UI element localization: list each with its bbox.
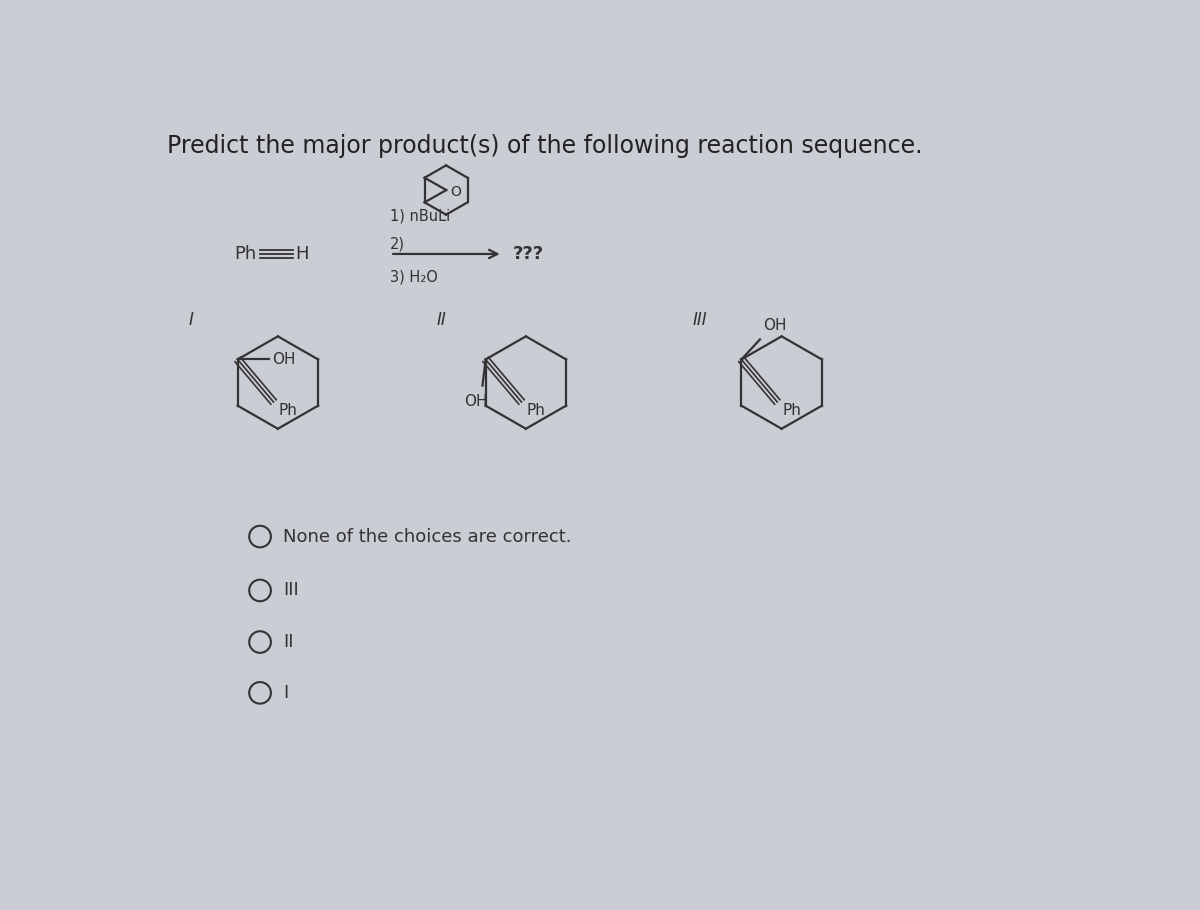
Text: 2): 2) [390, 237, 406, 251]
Text: 1) nBuLi: 1) nBuLi [390, 208, 450, 223]
Text: Ph: Ph [278, 403, 298, 419]
Text: None of the choices are correct.: None of the choices are correct. [283, 528, 571, 546]
Text: 3) H₂O: 3) H₂O [390, 269, 438, 284]
Text: III: III [283, 581, 299, 600]
Text: H: H [295, 245, 308, 263]
Text: Ph: Ph [235, 245, 257, 263]
Text: Predict the major product(s) of the following reaction sequence.: Predict the major product(s) of the foll… [167, 134, 923, 157]
Text: I: I [283, 683, 288, 702]
Text: OH: OH [271, 352, 295, 367]
Text: Ph: Ph [527, 403, 546, 419]
Text: OH: OH [763, 318, 786, 333]
Text: III: III [692, 310, 707, 329]
Text: II: II [437, 310, 446, 329]
Text: I: I [188, 310, 193, 329]
Text: II: II [283, 633, 294, 651]
Text: Ph: Ph [782, 403, 802, 419]
Text: O: O [450, 186, 461, 199]
Text: ???: ??? [512, 245, 544, 263]
Text: OH: OH [464, 394, 488, 410]
